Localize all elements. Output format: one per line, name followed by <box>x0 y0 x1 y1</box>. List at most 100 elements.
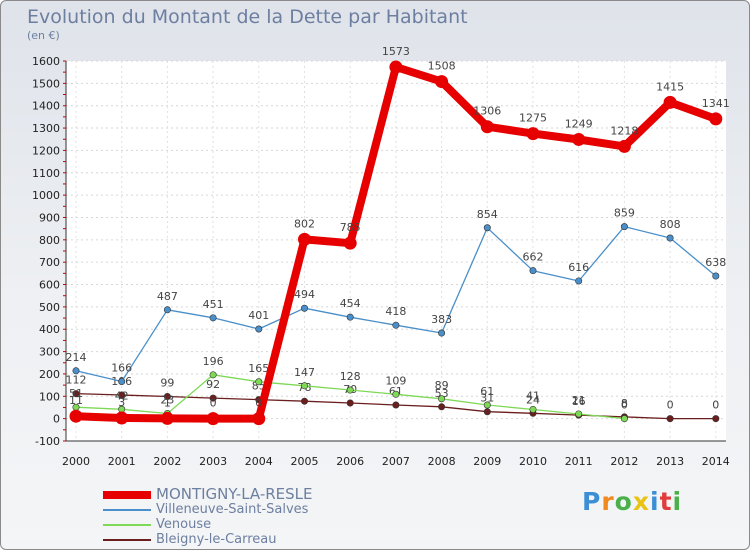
data-point <box>389 60 403 74</box>
legend-label: Villeneuve-Saint-Salves <box>156 502 309 517</box>
data-label: 0 <box>621 399 628 412</box>
data-label: 1573 <box>382 45 410 58</box>
x-tick-label: 2001 <box>108 455 136 468</box>
y-tick-label: 500 <box>39 301 60 314</box>
data-label: 24 <box>526 393 540 406</box>
data-point <box>483 408 491 416</box>
data-point <box>712 272 720 280</box>
x-tick-label: 2006 <box>336 455 364 468</box>
logo-letter: i <box>650 487 660 516</box>
data-point <box>255 378 263 386</box>
y-tick-label: 1300 <box>32 122 60 135</box>
y-tick-label: 700 <box>39 256 60 269</box>
data-label: 196 <box>203 355 224 368</box>
data-point <box>163 393 171 401</box>
data-label: 854 <box>477 208 498 221</box>
legend-swatch <box>103 539 151 541</box>
chart-subtitle: (en €) <box>27 29 60 42</box>
y-tick-label: -100 <box>35 435 60 448</box>
x-tick-label: 2013 <box>656 455 684 468</box>
x-tick-label: 2000 <box>62 455 90 468</box>
data-point <box>666 415 674 423</box>
data-label: 23 <box>160 394 174 407</box>
data-point <box>300 382 308 390</box>
proxiti-logo: Proxiti <box>582 487 682 516</box>
y-tick-label: 1200 <box>32 144 60 157</box>
data-label: 494 <box>294 288 315 301</box>
data-label: 51 <box>69 387 83 400</box>
y-tick-label: 1400 <box>32 100 60 113</box>
y-tick-label: 800 <box>39 234 60 247</box>
y-tick-label: 400 <box>39 323 60 336</box>
data-label: 165 <box>248 362 269 375</box>
y-tick-label: 600 <box>39 279 60 292</box>
logo-letter: i <box>672 487 683 516</box>
data-point <box>526 127 540 141</box>
data-label: 0 <box>210 397 217 410</box>
data-point <box>72 390 80 398</box>
data-point <box>709 112 723 126</box>
legend-swatch <box>103 491 151 499</box>
data-point <box>209 371 217 379</box>
logo-letter: P <box>582 487 602 516</box>
data-label: 662 <box>523 251 544 264</box>
legend-label: Bleigny-le-Carreau <box>156 532 277 547</box>
data-label: 1275 <box>519 112 547 125</box>
data-point <box>300 397 308 405</box>
data-point <box>392 390 400 398</box>
data-point <box>529 267 537 275</box>
logo-letter: x <box>632 487 650 516</box>
data-point <box>438 403 446 411</box>
chart-title: Evolution du Montant de la Dette par Hab… <box>27 6 468 28</box>
y-tick-label: 300 <box>39 346 60 359</box>
data-point <box>69 409 83 423</box>
data-point <box>252 412 266 426</box>
data-label: 808 <box>660 218 681 231</box>
data-label: 99 <box>160 377 174 390</box>
data-label: 53 <box>435 387 449 400</box>
data-label: 1306 <box>473 105 501 118</box>
data-point <box>480 120 494 134</box>
data-point <box>483 401 491 409</box>
data-label: 454 <box>340 297 361 310</box>
x-tick-label: 2005 <box>291 455 319 468</box>
y-tick-label: 900 <box>39 211 60 224</box>
x-tick-label: 2003 <box>199 455 227 468</box>
data-label: 859 <box>614 207 635 220</box>
x-tick-label: 2002 <box>153 455 181 468</box>
data-point <box>572 132 586 146</box>
data-label: 92 <box>206 378 220 391</box>
data-point <box>118 391 126 399</box>
data-point <box>392 321 400 329</box>
data-label: 1415 <box>656 80 684 93</box>
data-label: 1 <box>164 396 171 409</box>
data-label: 11 <box>69 394 83 407</box>
data-point <box>118 378 126 386</box>
data-label: 128 <box>340 370 361 383</box>
data-label: 21 <box>572 394 586 407</box>
x-tick-label: 2014 <box>702 455 730 468</box>
data-point <box>343 236 357 250</box>
data-label: 109 <box>385 374 406 387</box>
data-point <box>346 386 354 394</box>
x-tick-label: 2009 <box>473 455 501 468</box>
y-tick-label: 100 <box>39 390 60 403</box>
data-label: 8 <box>621 397 628 410</box>
data-label: 0 <box>255 397 262 410</box>
data-point <box>529 405 537 413</box>
data-label: 147 <box>294 366 315 379</box>
data-label: 401 <box>248 309 269 322</box>
data-point <box>209 314 217 322</box>
data-label: 418 <box>385 305 406 318</box>
y-tick-label: 1100 <box>32 167 60 180</box>
data-label: 1218 <box>610 124 638 137</box>
x-tick-label: 2010 <box>519 455 547 468</box>
x-tick-label: 2012 <box>610 455 638 468</box>
x-tick-label: 2004 <box>245 455 273 468</box>
data-label: 89 <box>435 379 449 392</box>
data-label: 451 <box>203 298 224 311</box>
y-tick-label: 1600 <box>32 55 60 68</box>
data-point <box>438 329 446 337</box>
